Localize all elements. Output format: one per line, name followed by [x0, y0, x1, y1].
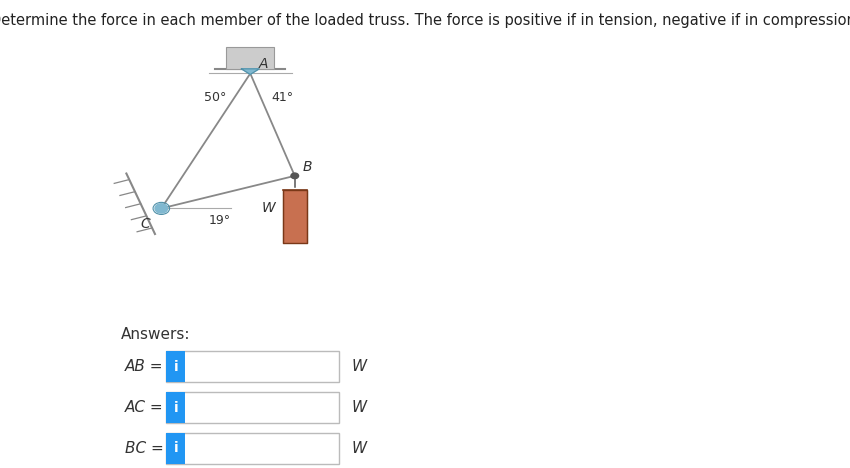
Text: Answers:: Answers: [122, 327, 190, 342]
Circle shape [155, 204, 167, 213]
Text: Determine the force in each member of the loaded truss. The force is positive if: Determine the force in each member of th… [0, 13, 850, 28]
Text: i: i [173, 441, 178, 455]
Text: C: C [140, 217, 150, 231]
Text: 19°: 19° [209, 214, 231, 227]
Circle shape [291, 173, 298, 179]
FancyBboxPatch shape [167, 351, 185, 382]
FancyBboxPatch shape [167, 392, 185, 424]
Text: BC =: BC = [125, 441, 164, 456]
Text: W: W [352, 441, 367, 456]
Text: W: W [352, 400, 367, 415]
FancyBboxPatch shape [167, 392, 339, 424]
Text: AB =: AB = [125, 359, 163, 374]
Text: W: W [261, 201, 275, 215]
Polygon shape [241, 69, 259, 74]
FancyBboxPatch shape [226, 46, 275, 69]
Text: W: W [352, 359, 367, 374]
FancyBboxPatch shape [167, 351, 339, 382]
Text: 41°: 41° [271, 91, 293, 104]
Text: B: B [303, 160, 313, 174]
Text: A: A [258, 57, 268, 71]
Text: i: i [173, 359, 178, 373]
FancyBboxPatch shape [167, 432, 339, 464]
Text: 50°: 50° [204, 91, 226, 104]
FancyBboxPatch shape [283, 190, 307, 243]
Text: i: i [173, 401, 178, 415]
FancyBboxPatch shape [167, 432, 185, 464]
Text: AC =: AC = [125, 400, 164, 415]
